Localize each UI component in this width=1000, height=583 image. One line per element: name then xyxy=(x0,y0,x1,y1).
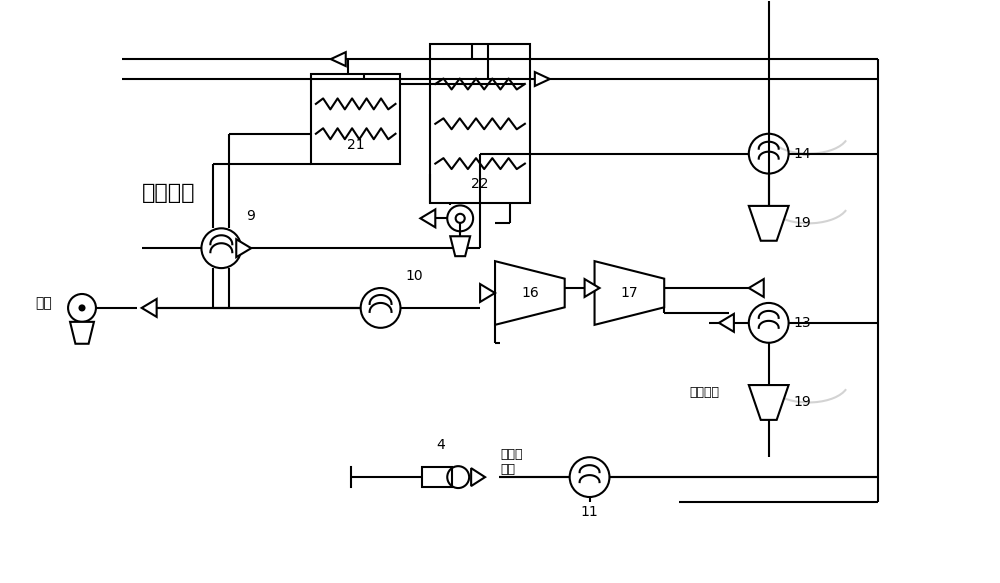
Text: 21: 21 xyxy=(347,138,365,152)
Text: 16: 16 xyxy=(521,286,539,300)
Polygon shape xyxy=(142,299,157,317)
Text: 10: 10 xyxy=(405,269,423,283)
Text: 9: 9 xyxy=(246,209,255,223)
Text: 14: 14 xyxy=(794,147,811,161)
Text: 19: 19 xyxy=(794,216,811,230)
Text: 11: 11 xyxy=(581,505,598,519)
Text: 4: 4 xyxy=(436,438,445,452)
Polygon shape xyxy=(480,284,495,302)
Text: 锅炉: 锅炉 xyxy=(35,296,52,310)
Polygon shape xyxy=(495,261,565,325)
Polygon shape xyxy=(749,206,789,241)
Polygon shape xyxy=(535,72,550,86)
Polygon shape xyxy=(331,52,346,66)
Polygon shape xyxy=(749,279,764,297)
Polygon shape xyxy=(70,322,94,344)
Bar xyxy=(422,467,452,487)
Text: 17: 17 xyxy=(621,286,638,300)
Polygon shape xyxy=(595,261,664,325)
Polygon shape xyxy=(719,314,734,332)
Polygon shape xyxy=(236,239,251,257)
Polygon shape xyxy=(471,468,485,486)
Circle shape xyxy=(80,305,84,310)
Text: 22: 22 xyxy=(471,177,489,191)
Polygon shape xyxy=(450,236,470,256)
Text: 二氧化碳: 二氧化碳 xyxy=(142,184,195,203)
Polygon shape xyxy=(585,279,600,297)
Text: 13: 13 xyxy=(794,316,811,330)
Polygon shape xyxy=(420,209,435,227)
Text: 19: 19 xyxy=(794,395,811,409)
Polygon shape xyxy=(749,385,789,420)
Text: 城市用气: 城市用气 xyxy=(689,386,719,399)
Bar xyxy=(311,74,400,164)
Text: 低压水
蒸气: 低压水 蒸气 xyxy=(500,448,522,476)
Bar xyxy=(430,44,530,203)
